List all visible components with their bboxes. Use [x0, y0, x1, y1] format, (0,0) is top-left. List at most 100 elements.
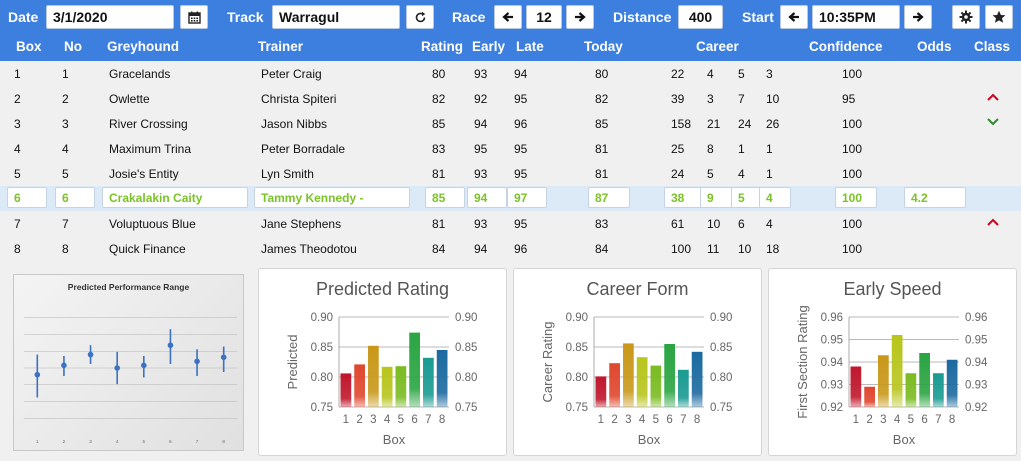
start-time-input[interactable]: 10:35PM [812, 5, 900, 29]
career-form-panel: Career Form 0.75 0.75 0.80 0.80 0.85 0.85 0.90… [513, 268, 762, 456]
cell-confidence: 100 [842, 167, 863, 181]
x-tick-label: 2 [866, 414, 872, 426]
cell-rating[interactable]: 85 [425, 187, 465, 208]
cell-late: 95 [514, 92, 528, 106]
cell-box[interactable]: 6 [7, 187, 47, 208]
cell-rating: 81 [432, 217, 446, 231]
cell-today: 83 [595, 217, 609, 231]
start-prev-button[interactable] [780, 5, 808, 29]
x-tick-label: 1 [598, 414, 604, 426]
cell-confidence: 100 [842, 217, 863, 231]
bar [850, 366, 862, 407]
bar [636, 357, 648, 407]
y-axis-label: Predicted [285, 335, 300, 390]
x-tick-label: 5 [653, 414, 659, 426]
cell-career-thirds[interactable]: 4 [759, 187, 791, 208]
range-point [34, 371, 41, 378]
cell-career-wins: 10 [707, 217, 721, 231]
range-point [220, 354, 227, 361]
table-row[interactable]: 2 2 Owlette Christa Spiteri 82 92 95 82 39 3 7 10 95 [0, 86, 1021, 111]
track-input[interactable]: Warragul [272, 5, 400, 29]
gear-icon [959, 10, 973, 24]
col-header-confidence[interactable]: Confidence [809, 39, 883, 54]
class-up-icon [987, 218, 999, 226]
col-header-today[interactable]: Today [584, 39, 623, 54]
col-header-late[interactable]: Late [516, 39, 544, 54]
chart-title: Predicted Rating [315, 279, 450, 299]
x-tick-label: 7 [935, 414, 941, 426]
cell-confidence: 100 [842, 242, 863, 256]
chart-title: Predicted Performance Range [67, 282, 190, 292]
col-header-early[interactable]: Early [472, 39, 506, 54]
race-label: Race [452, 9, 486, 25]
cell-today: 84 [595, 242, 609, 256]
start-next-button[interactable] [904, 5, 932, 29]
cell-greyhound: River Crossing [109, 117, 188, 131]
col-header-rating[interactable]: Rating [421, 39, 463, 54]
cell-trainer[interactable]: Tammy Kennedy - [254, 187, 410, 208]
cell-late[interactable]: 97 [507, 187, 547, 208]
cell-no: 3 [62, 117, 69, 131]
y-tick-label-right: 0.93 [965, 380, 987, 392]
cell-odds[interactable]: 4.2 [904, 187, 966, 208]
bar [946, 359, 958, 407]
cell-confidence[interactable]: 100 [835, 187, 877, 208]
y-tick-label-right: 0.85 [710, 342, 732, 354]
cell-career-starts: 100 [671, 242, 692, 256]
x-tick-label: 1 [853, 414, 859, 426]
x-tick-label: 2 [356, 414, 362, 426]
table-row[interactable]: 1 1 Gracelands Peter Craig 80 93 94 80 22 4 5 3 100 [0, 61, 1021, 86]
table-row[interactable]: 3 3 River Crossing Jason Nibbs 85 94 96 85 158 21… [0, 111, 1021, 136]
bar [933, 373, 944, 407]
col-header-no[interactable]: No [64, 39, 82, 54]
race-next-button[interactable] [566, 5, 594, 29]
table-row[interactable]: 6 6 Crakalakin Caity Tammy Kennedy -85 94 97 8… [0, 186, 1021, 211]
class-up-icon [987, 93, 999, 101]
cell-early[interactable]: 94 [467, 187, 507, 208]
x-tick-label: 1 [343, 414, 349, 426]
favorite-button[interactable] [985, 5, 1013, 29]
cell-rating: 82 [432, 92, 446, 106]
arrow-left-icon [788, 12, 799, 22]
cell-box: 7 [14, 217, 21, 231]
col-header-career[interactable]: Career [696, 39, 739, 54]
col-header-class[interactable]: Class [974, 39, 1011, 54]
x-axis-label: Box [383, 432, 406, 447]
table-row[interactable]: 8 8 Quick Finance James Theodotou 84 94 96 84 10… [0, 236, 1021, 261]
race-number-input[interactable]: 12 [526, 5, 562, 29]
refresh-button[interactable] [406, 5, 434, 29]
y-tick-label-right: 0.85 [455, 342, 477, 354]
cell-career-seconds[interactable]: 5 [731, 187, 763, 208]
cell-late: 95 [514, 217, 528, 231]
table-row[interactable]: 4 4 Maximum Trina Peter Borradale 83 95 95 81 25… [0, 136, 1021, 161]
cell-today[interactable]: 87 [588, 187, 630, 208]
bar [368, 345, 379, 407]
bar [650, 365, 662, 407]
col-header-box[interactable]: Box [16, 39, 42, 54]
x-tick-label: 4 [639, 414, 646, 426]
date-input[interactable]: 3/1/2020 [46, 5, 174, 29]
y-tick-label-right: 0.75 [455, 402, 477, 414]
settings-button[interactable] [952, 5, 980, 29]
distance-input[interactable]: 400 [678, 5, 723, 29]
cell-career-wins[interactable]: 9 [700, 187, 732, 208]
predicted-rating-chart: 0.75 0.75 0.80 0.80 0.85 0.85 0.90 0.90 1 2 3 4 5 6 7 8… [285, 312, 477, 447]
cell-greyhound[interactable]: Crakalakin Caity [102, 187, 248, 208]
cell-box: 8 [14, 242, 21, 256]
cell-no[interactable]: 6 [55, 187, 95, 208]
calendar-button[interactable] [180, 5, 208, 29]
y-tick-label: 0.93 [821, 380, 843, 392]
table-row[interactable]: 5 5 Josie's Entity Lyn Smith 81 93 95 81 24 5 4 1 10… [0, 161, 1021, 186]
col-header-trainer[interactable]: Trainer [258, 39, 304, 54]
bar [340, 373, 352, 407]
col-header-odds[interactable]: Odds [917, 39, 952, 54]
x-tick-label: 5 [398, 414, 404, 426]
cell-no: 4 [62, 142, 69, 156]
col-header-greyhound[interactable]: Greyhound [107, 39, 180, 54]
y-axis-label: Career Rating [540, 322, 555, 403]
cell-career-starts[interactable]: 38 [664, 187, 704, 208]
x-tick-label: 7 [196, 439, 199, 444]
table-row[interactable]: 7 7 Voluptuous Blue Jane Stephens 81 93 95 83 61… [0, 211, 1021, 236]
star-icon [992, 10, 1006, 23]
race-prev-button[interactable] [494, 5, 522, 29]
